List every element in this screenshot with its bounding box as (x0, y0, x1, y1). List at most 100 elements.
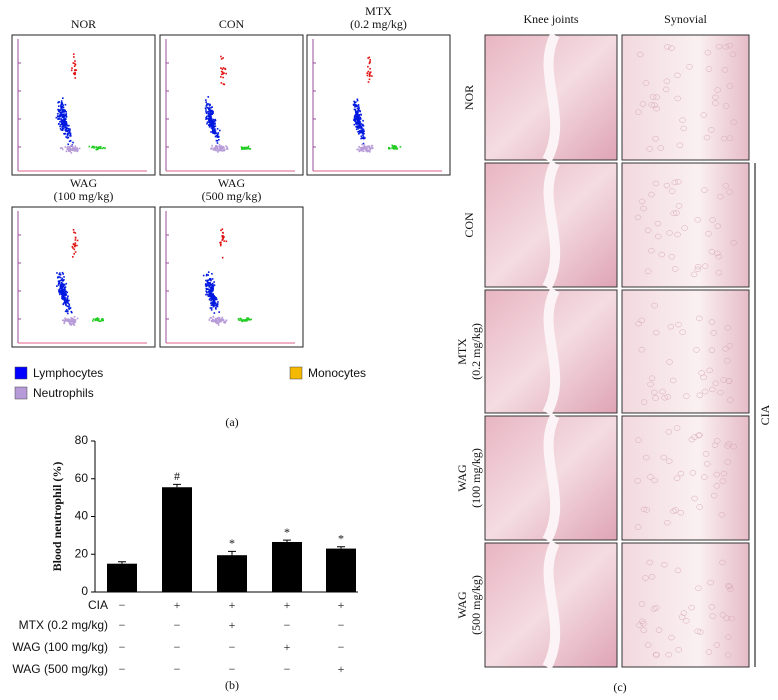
scatter-dot (243, 320, 246, 322)
scatter-dot (208, 295, 211, 297)
scatter-dot (210, 293, 213, 296)
scatter-dot (66, 134, 69, 137)
scatter-dot (75, 147, 77, 149)
scatter-dot (205, 293, 207, 296)
scatter-dot (59, 291, 62, 294)
scatter-dot (208, 107, 211, 109)
scatter-dot (65, 130, 68, 132)
scatter-dot (215, 297, 218, 299)
treatment-sign: + (284, 640, 291, 654)
scatter-dot (67, 295, 69, 298)
scatter-dot (205, 111, 207, 113)
scatter-dot (219, 147, 222, 150)
adipocyte (663, 78, 671, 84)
scatter-dot (66, 133, 69, 136)
scatter-dot (61, 295, 64, 298)
scatter-dot (205, 116, 207, 119)
scatter-dot (208, 289, 211, 291)
tissue-gap (542, 160, 561, 290)
scatter-dot (240, 319, 242, 322)
scatter-dot (225, 72, 227, 75)
histology-image (621, 542, 750, 668)
scatter-dot (393, 146, 396, 149)
scatter-dot (223, 236, 225, 238)
row-label: (500 mg/kg) (469, 575, 483, 635)
scatter-dot (368, 61, 371, 64)
scatter-dot (391, 144, 394, 147)
scatter-dot (63, 284, 66, 286)
treatment-sign: + (229, 618, 236, 632)
scatter-dot (207, 112, 210, 115)
scatter-dot (213, 281, 215, 283)
scatter-dot (211, 297, 213, 300)
scatter-dot (367, 57, 369, 59)
scatter-dot (92, 320, 94, 322)
scatter-dot (59, 109, 62, 112)
scatter-dot (356, 120, 359, 123)
scatter-dot (356, 98, 359, 101)
scatter-dot (69, 307, 71, 310)
scatter-dot (210, 302, 212, 305)
adipocyte (717, 193, 724, 200)
scatter-dot (67, 148, 70, 151)
adipocyte (724, 459, 731, 465)
scatter-dot (250, 318, 252, 321)
scatter-dot (213, 132, 216, 135)
legend-swatch (14, 386, 28, 400)
scatter-dot (219, 241, 221, 244)
scatter-dot (205, 99, 207, 101)
scatter-dot (224, 322, 226, 324)
scatter-dot (364, 147, 366, 150)
scatter-dot (207, 274, 209, 276)
scatter-dot (215, 319, 218, 322)
scatter-dot (361, 137, 364, 140)
scatter-dot (72, 53, 75, 55)
scatter-dot (74, 244, 76, 246)
bar (162, 487, 192, 592)
scatter-dot (242, 319, 245, 321)
scatter-dot (213, 301, 216, 304)
scatter-dot (239, 317, 242, 320)
scatter-dot (212, 318, 214, 321)
scatter-dot (56, 112, 59, 115)
scatter-dot (214, 321, 217, 324)
adipocyte (647, 381, 654, 388)
adipocyte (674, 95, 681, 102)
scatter-dot (216, 142, 219, 144)
scatter-dot (211, 131, 214, 134)
scatter-dot (211, 120, 213, 122)
scatter-dot (62, 302, 65, 305)
scatter-dot (355, 112, 357, 115)
treatment-sign: − (284, 618, 291, 632)
scatter-dot (91, 145, 94, 148)
scatter-dot (208, 108, 211, 111)
scatter-dot (353, 123, 356, 126)
scatter-dot (211, 290, 213, 293)
adipocyte (707, 579, 714, 586)
scatter-dot (73, 248, 76, 251)
scatter-dot (224, 67, 226, 70)
treatment-sign: + (338, 662, 345, 676)
scatter-dot (369, 67, 371, 70)
adipocyte (651, 102, 658, 109)
adipocyte (730, 119, 737, 125)
adipocyte (712, 94, 719, 101)
scatter-dot (212, 301, 215, 304)
adipocyte (668, 45, 675, 51)
scatter-dot (67, 302, 69, 304)
adipocyte (683, 393, 690, 399)
scatter-dot (63, 118, 65, 121)
scatter-dot (217, 151, 219, 153)
scatter-dot (208, 282, 211, 284)
scatter-dot (241, 320, 243, 323)
scatter-dot (99, 320, 102, 322)
adipocyte (730, 240, 737, 246)
scatter-dot (64, 114, 66, 117)
scatter-dot (212, 130, 215, 132)
scatter-dot (358, 120, 361, 122)
scatter-dot (64, 119, 66, 121)
scatter-dot (224, 320, 226, 323)
scatter-dot (222, 67, 225, 69)
scatter-dot (368, 147, 371, 150)
scatter-dot (217, 133, 219, 136)
